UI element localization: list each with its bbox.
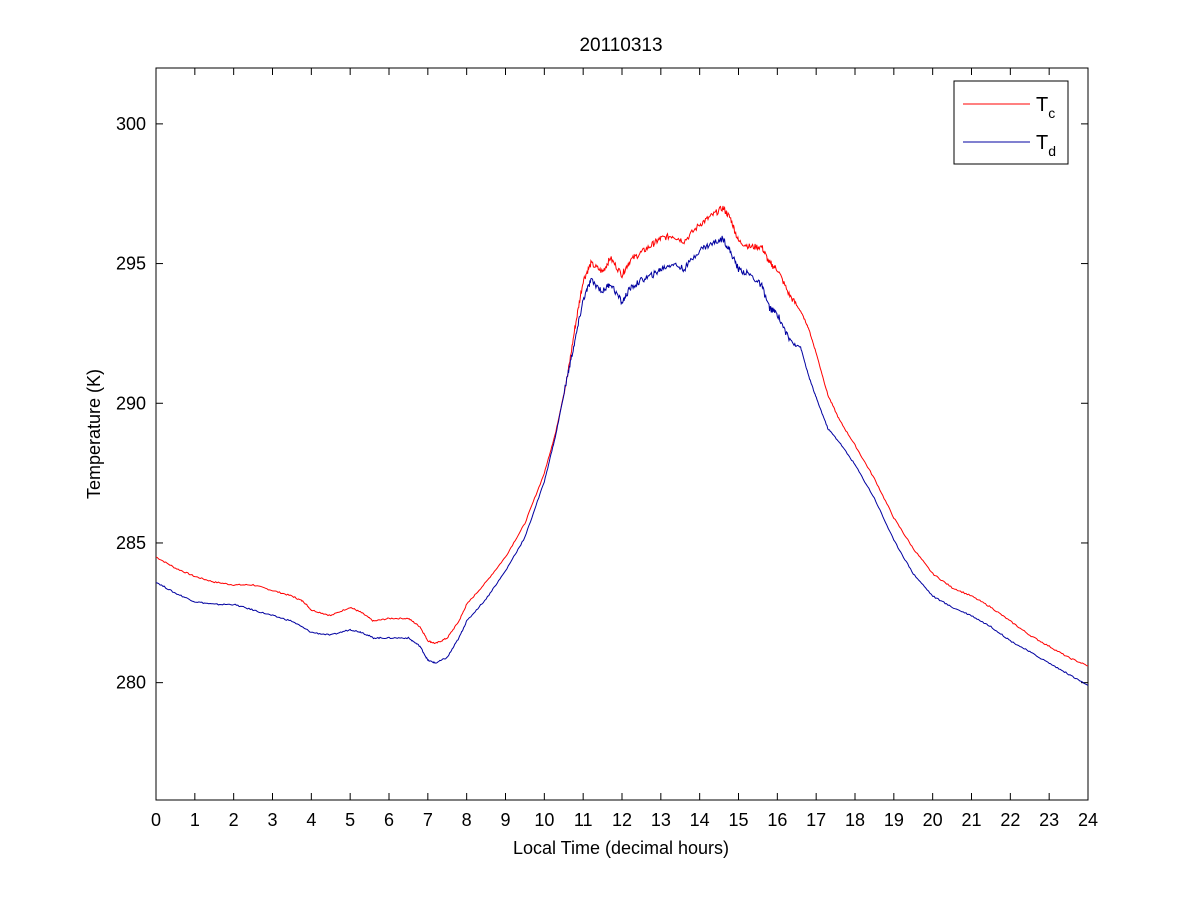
x-tick-label: 14 <box>690 810 710 830</box>
chart-title: 20110313 <box>579 35 662 56</box>
x-tick-label: 5 <box>345 810 355 830</box>
axes-box <box>155 67 1089 801</box>
x-tick-label: 8 <box>462 810 472 830</box>
x-tick-label: 9 <box>500 810 510 830</box>
y-tick-label: 300 <box>116 114 146 134</box>
x-tick-label: 4 <box>306 810 316 830</box>
x-tick-label: 17 <box>806 810 826 830</box>
legend-label-subscript: c <box>1048 105 1055 121</box>
y-tick-label: 285 <box>116 533 146 553</box>
y-tick-label: 280 <box>116 673 146 693</box>
x-tick-label: 3 <box>267 810 277 830</box>
x-tick-label: 18 <box>845 810 865 830</box>
x-tick-label: 7 <box>423 810 433 830</box>
x-tick-label: 16 <box>767 810 787 830</box>
x-tick-label: 24 <box>1078 810 1098 830</box>
x-tick-label: 0 <box>151 810 161 830</box>
x-tick-label: 15 <box>728 810 748 830</box>
y-tick-label: 295 <box>116 254 146 274</box>
x-tick-label: 13 <box>651 810 671 830</box>
x-tick-label: 2 <box>229 810 239 830</box>
x-tick-label: 12 <box>612 810 632 830</box>
series-layer <box>155 205 1089 686</box>
x-axis: 0 1 2 3 4 5 6 7 8 9 10 11 12 13 14 15 16 17 18 19 20 21 22 23 24 <box>151 68 1098 830</box>
legend-label-subscript: d <box>1048 143 1056 159</box>
x-tick-label: 6 <box>384 810 394 830</box>
x-axis-label: Local Time (decimal hours) <box>513 838 729 858</box>
series-line-td <box>155 235 1089 686</box>
x-tick-label: 10 <box>534 810 554 830</box>
x-tick-label: 20 <box>923 810 943 830</box>
legend-label-tc: Tc <box>1036 94 1055 121</box>
plot-area <box>155 67 1089 801</box>
y-axis-label: Temperature (K) <box>84 369 104 499</box>
legend-label-main: T <box>1036 132 1048 154</box>
x-tick-label: 22 <box>1000 810 1020 830</box>
x-tick-label: 11 <box>574 810 593 830</box>
x-tick-label: 21 <box>961 810 981 830</box>
legend-box <box>953 80 1069 165</box>
y-tick-label: 290 <box>116 393 146 413</box>
legend-label-td: Td <box>1036 132 1056 159</box>
series-line-tc <box>155 205 1089 667</box>
x-tick-label: 1 <box>190 810 200 830</box>
legend-label-main: T <box>1036 94 1048 116</box>
y-axis: 280 285 290 295 300 <box>116 114 1088 693</box>
x-tick-label: 19 <box>884 810 904 830</box>
x-tick-label: 23 <box>1039 810 1059 830</box>
